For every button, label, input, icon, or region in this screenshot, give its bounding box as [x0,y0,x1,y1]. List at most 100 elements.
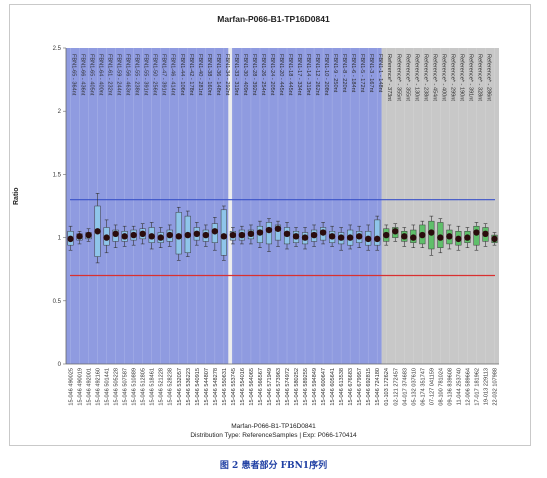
probe-group [67,225,74,251]
sample-label: 15-046 724180 [375,368,381,406]
probe-label: Reference* - 355nt [395,54,401,101]
data-point [211,228,219,235]
sample-label: 08-100 781024 [438,368,444,406]
data-point [437,234,444,241]
probe-group [437,218,444,254]
data-point [76,233,83,240]
probe-label: Reference* - 130nt [413,54,419,101]
probe-group [283,222,291,250]
sample-label: 15-046 550631 [222,368,228,406]
threshold-lines [70,199,495,277]
probe-label: FBN1-20 - 445nt [278,54,284,96]
probe-group [401,227,408,247]
probe-group [419,220,426,249]
probe-group [184,210,191,257]
data-point [166,231,173,239]
probe-label: Reference* - 391nt [467,54,473,101]
sample-label: 09-136 839608 [447,368,453,406]
probe-group [265,218,273,252]
probe-group [491,232,498,246]
probe-label: FBN1-38 - 160nt [206,54,212,96]
grid-lines [70,48,495,364]
data-point [193,230,201,238]
probe-group [310,224,318,247]
sample-label: 15-046 492160 [96,368,102,406]
probe-group [157,227,164,249]
box [274,224,282,241]
box [220,209,227,256]
data-point [464,234,471,241]
probe-group [193,222,201,246]
probe-label: FBN1-33 - 319nt [233,54,239,96]
probe-label: FBN1-66 - 436nt [80,54,86,96]
reference-band [381,48,499,364]
data-point [401,233,408,240]
probe-label: FBN1-36 - 148nt [215,54,221,96]
probe-group [410,224,417,249]
probe-label: Reference* - 454nt [431,54,437,101]
probe-group [274,220,282,247]
y-tick-label: 0 [58,362,62,368]
fbn1-band [66,48,229,364]
data-point [364,235,372,243]
sample-label: 15-046 605641 [330,368,336,406]
y-tick-label: 1 [58,236,62,242]
sample-label: 07-127 041159 [429,368,435,405]
probe-label: FBN1-61 - 232nt [107,54,113,96]
data-point [148,233,155,240]
probe-label: FBN1-14 - 319nt [305,54,311,96]
sample-label: 15-046 490019 [78,368,84,406]
probe-group [220,205,228,261]
probe-label: FBN1-9 - 250nt [332,54,338,93]
probe-label: FBN1-6 - 184nt [350,54,356,93]
sample-label: 17-017 181962 [474,368,480,406]
sample-label: 15-046 566567 [258,368,264,406]
axes: FBN1-65 - 364nt 15-046 490025 FBN1-66 - 43… [53,46,499,406]
probe-label: FBN1-8 - 220nt [341,54,347,93]
sample-label: 15-046 505228 [114,368,120,406]
probe-group [319,222,327,245]
fbn1-band [231,48,382,364]
sample-label: 15-046 594849 [312,368,318,406]
sample-label: 22-032 107988 [492,368,498,406]
data-point [283,230,291,238]
probe-group [112,224,119,249]
sample-label: 15-046 679957 [357,368,363,406]
y-tick-label: 0.5 [53,299,62,305]
probe-group [446,224,453,250]
sample-label: 15-046 573963 [276,368,282,406]
data-point [374,235,381,243]
figure-caption: 图 2 患者部分 FBN1序列 [219,461,328,471]
probe-group [130,225,137,246]
probe-label: FBN1-40 - 281nt [197,54,203,96]
footer-distribution: Distribution Type: ReferenceSamples | Ex… [190,432,357,439]
sample-label: 15-046 510889 [132,368,138,406]
sample-label: 15-046 564065 [249,368,255,406]
probe-label: FBN1-65 - 364nt [71,54,77,96]
probe-label: FBN1-17 - 334nt [296,54,302,96]
data-point [328,233,336,240]
probe-group [455,225,462,251]
data-point [103,234,110,241]
probe-label: FBN1-65 - 405nt [89,54,95,96]
y-tick-label: 2 [58,109,62,115]
probe-label: FBN1-56 - 463nt [125,54,131,96]
box [374,219,381,246]
data-point [482,230,489,238]
sample-label: 15-046 574972 [285,368,291,406]
data-point [383,231,390,239]
probe-group [328,225,336,247]
chart-title: Marfan-P066-B1-TP16D0841 [217,14,330,24]
sample-label: 15-046 512805 [141,368,147,406]
data-point [265,226,273,234]
data-point [94,228,101,235]
data-point [229,231,237,239]
probe-group [247,224,255,245]
probe-group [121,225,128,247]
data-point [292,233,300,240]
data-point [337,234,345,241]
boxes [67,193,498,264]
probe-group [85,228,92,242]
sample-label: 15-046 532057 [177,368,183,406]
probe-label: FBN1-5 - 172nt [359,54,365,93]
